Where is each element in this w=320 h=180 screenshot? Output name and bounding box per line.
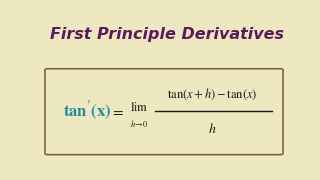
Text: $\lim$: $\lim$ xyxy=(130,101,148,114)
Text: $\mathbf{tan'(x)}$: $\mathbf{tan'(x)}$ xyxy=(63,99,111,123)
Text: $h\!\rightarrow\!0$: $h\!\rightarrow\!0$ xyxy=(130,118,148,129)
Text: $h$: $h$ xyxy=(208,122,217,136)
Text: $=$: $=$ xyxy=(110,103,124,118)
Text: $\tan(x + h) - \tan(x)$: $\tan(x + h) - \tan(x)$ xyxy=(167,87,258,102)
FancyBboxPatch shape xyxy=(45,69,283,155)
Text: First Principle Derivatives: First Principle Derivatives xyxy=(50,27,284,42)
